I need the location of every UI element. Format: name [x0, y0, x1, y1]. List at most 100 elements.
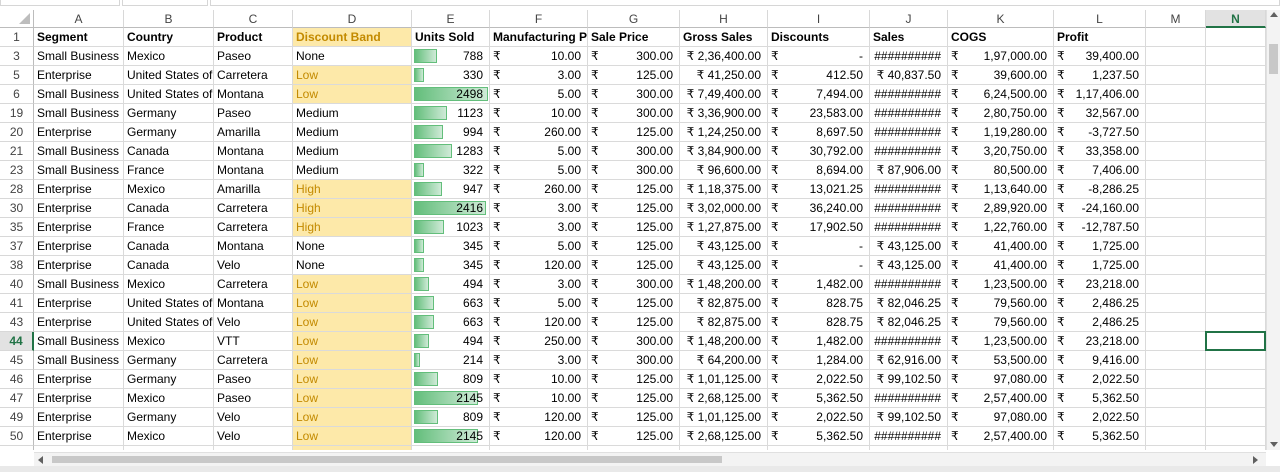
empty-cell[interactable] — [1146, 199, 1206, 218]
cell-country[interactable]: France — [124, 218, 214, 237]
row-header[interactable]: 1 — [0, 28, 34, 47]
cell-band[interactable]: Medium — [293, 161, 412, 180]
cell-units[interactable]: 2416 — [412, 199, 490, 218]
cell-gross[interactable]: ₹ 2,68,125.00 — [680, 427, 768, 446]
empty-cell[interactable] — [1206, 66, 1266, 85]
empty-cell[interactable] — [412, 446, 490, 450]
cell-segment[interactable]: Enterprise — [34, 427, 124, 446]
cell-units[interactable]: 1283 — [412, 142, 490, 161]
cell-price[interactable]: ₹125.00 — [588, 180, 680, 199]
cell-gross[interactable]: ₹ 1,27,875.00 — [680, 218, 768, 237]
cell-disc[interactable]: ₹13,021.25 — [768, 180, 870, 199]
empty-cell[interactable] — [1206, 389, 1266, 408]
empty-cell[interactable] — [1206, 351, 1266, 370]
column-header-m[interactable]: M — [1146, 10, 1206, 28]
cell-band[interactable]: High — [293, 218, 412, 237]
cell-sales[interactable]: ########## — [870, 199, 948, 218]
cell-gross[interactable]: ₹ 96,600.00 — [680, 161, 768, 180]
cell-cogs[interactable]: ₹41,400.00 — [948, 237, 1054, 256]
cell-units[interactable]: 345 — [412, 237, 490, 256]
cell-product[interactable]: Amarilla — [214, 180, 293, 199]
cell-gross[interactable]: ₹ 2,68,125.00 — [680, 389, 768, 408]
cell-country[interactable]: Germany — [124, 123, 214, 142]
cell-country[interactable]: Canada — [124, 237, 214, 256]
cell-mfg[interactable]: ₹3.00 — [490, 199, 588, 218]
column-header-a[interactable]: A — [34, 10, 124, 28]
row-header[interactable]: 21 — [0, 142, 34, 161]
cell-price[interactable]: ₹125.00 — [588, 313, 680, 332]
cell-sales[interactable]: ₹ 40,837.50 — [870, 66, 948, 85]
cell-cogs[interactable]: ₹39,600.00 — [948, 66, 1054, 85]
cell-mfg[interactable]: ₹120.00 — [490, 408, 588, 427]
scroll-left-arrow-icon[interactable] — [38, 456, 43, 464]
header-cell-product[interactable]: Product — [214, 28, 293, 47]
cell-units[interactable]: 2145 — [412, 389, 490, 408]
cell-disc[interactable]: ₹412.50 — [768, 66, 870, 85]
cell-cogs[interactable]: ₹2,57,400.00 — [948, 427, 1054, 446]
cell-mfg[interactable]: ₹5.00 — [490, 237, 588, 256]
cell-disc[interactable]: ₹ - — [768, 256, 870, 275]
empty-cell[interactable] — [1206, 275, 1266, 294]
cell-profit[interactable]: ₹5,362.50 — [1054, 389, 1146, 408]
cell-profit[interactable]: ₹1,237.50 — [1054, 66, 1146, 85]
cell-country[interactable]: United States of America — [124, 313, 214, 332]
empty-cell[interactable] — [1206, 123, 1266, 142]
cell-product[interactable]: Velo — [214, 256, 293, 275]
row-header[interactable]: 6 — [0, 85, 34, 104]
cell-price[interactable]: ₹300.00 — [588, 85, 680, 104]
cell-price[interactable]: ₹300.00 — [588, 47, 680, 66]
cell-band[interactable]: None — [293, 237, 412, 256]
cell-product[interactable]: Paseo — [214, 47, 293, 66]
row-header[interactable]: 3 — [0, 47, 34, 66]
cell-mfg[interactable]: ₹10.00 — [490, 47, 588, 66]
cell-gross[interactable]: ₹ 43,125.00 — [680, 256, 768, 275]
empty-cell[interactable] — [1206, 199, 1266, 218]
cell-cogs[interactable]: ₹1,22,760.00 — [948, 218, 1054, 237]
column-header-e[interactable]: E — [412, 10, 490, 28]
name-box-edge[interactable] — [0, 0, 120, 6]
header-cell-segment[interactable]: Segment — [34, 28, 124, 47]
header-cell-disc[interactable]: Discounts — [768, 28, 870, 47]
cell-country[interactable]: United States of America — [124, 294, 214, 313]
empty-cell[interactable] — [1146, 28, 1206, 47]
column-header-c[interactable]: C — [214, 10, 293, 28]
cell-gross[interactable]: ₹ 1,18,375.00 — [680, 180, 768, 199]
cell-mfg[interactable]: ₹250.00 — [490, 332, 588, 351]
cell-profit[interactable]: ₹2,022.50 — [1054, 370, 1146, 389]
cell-cogs[interactable]: ₹97,080.00 — [948, 408, 1054, 427]
cell-cogs[interactable]: ₹2,80,750.00 — [948, 104, 1054, 123]
cell-profit[interactable]: ₹2,486.25 — [1054, 313, 1146, 332]
cell-profit[interactable]: ₹39,400.00 — [1054, 47, 1146, 66]
cell-segment[interactable]: Small Business — [34, 332, 124, 351]
cell-gross[interactable]: ₹ 1,48,200.00 — [680, 332, 768, 351]
header-cell-price[interactable]: Sale Price — [588, 28, 680, 47]
cell-country[interactable]: Mexico — [124, 275, 214, 294]
cell-profit[interactable]: ₹32,567.00 — [1054, 104, 1146, 123]
cell-product[interactable]: Montana — [214, 161, 293, 180]
cell-segment[interactable]: Enterprise — [34, 294, 124, 313]
cell-cogs[interactable]: ₹6,24,500.00 — [948, 85, 1054, 104]
cell-price[interactable]: ₹300.00 — [588, 275, 680, 294]
cell-band[interactable]: Low — [293, 313, 412, 332]
row-header[interactable]: 40 — [0, 275, 34, 294]
cell-profit[interactable]: ₹33,358.00 — [1054, 142, 1146, 161]
cell-profit[interactable]: ₹1,725.00 — [1054, 237, 1146, 256]
empty-cell[interactable] — [1146, 427, 1206, 446]
cell-sales[interactable]: ₹ 82,046.25 — [870, 313, 948, 332]
cell-sales[interactable]: ₹ 43,125.00 — [870, 237, 948, 256]
cell-profit[interactable]: ₹2,022.50 — [1054, 408, 1146, 427]
cell-segment[interactable]: Small Business — [34, 47, 124, 66]
cell-segment[interactable]: Enterprise — [34, 123, 124, 142]
empty-cell[interactable] — [1054, 446, 1146, 450]
cell-sales[interactable]: ₹ 43,125.00 — [870, 256, 948, 275]
cell-sales[interactable]: ########## — [870, 142, 948, 161]
cell-product[interactable]: Montana — [214, 294, 293, 313]
cell-sales[interactable]: ########## — [870, 427, 948, 446]
cell-units[interactable]: 1023 — [412, 218, 490, 237]
row-header[interactable]: 5 — [0, 66, 34, 85]
cell-profit[interactable]: ₹ -12,787.50 — [1054, 218, 1146, 237]
cell-profit[interactable]: ₹ -3,727.50 — [1054, 123, 1146, 142]
cell-units[interactable]: 1123 — [412, 104, 490, 123]
empty-cell[interactable] — [1206, 313, 1266, 332]
empty-cell[interactable] — [1146, 142, 1206, 161]
